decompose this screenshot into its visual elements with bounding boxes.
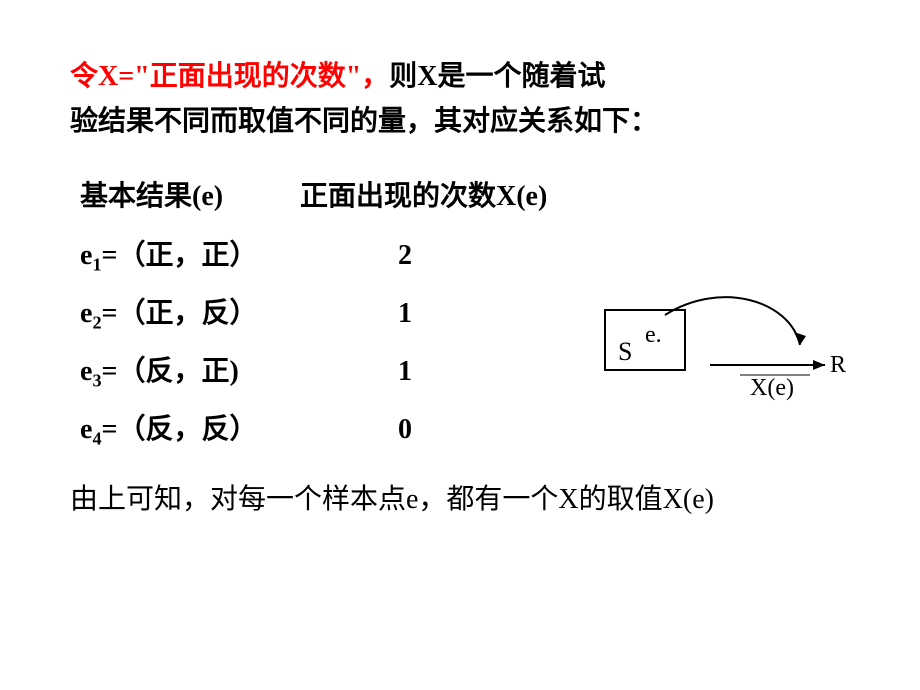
- intro-black-2: 验结果不同而取值不同的量，其对应关系如下：: [70, 106, 658, 137]
- row-value: 2: [330, 234, 480, 279]
- intro-text: 令X="正面出现的次数"，则X是一个随着试 验结果不同而取值不同的量，其对应关系…: [70, 55, 850, 145]
- row-label: e2=（正，反）: [80, 292, 330, 338]
- label-xe: X(e): [750, 375, 794, 401]
- mapping-diagram: S e. R X(e): [600, 290, 850, 430]
- label-r: R: [830, 352, 846, 378]
- label-e: e.: [645, 322, 662, 348]
- header-basic-result: 基本结果(e): [80, 175, 300, 220]
- label-s: S: [618, 337, 632, 366]
- conclusion-text: 由上可知，对每一个样本点e，都有一个X的取值X(e): [70, 478, 850, 523]
- row-label: e3=（反，正): [80, 350, 330, 396]
- row-value: 1: [330, 292, 480, 337]
- row-value: 0: [330, 408, 480, 453]
- axis-arrowhead: [813, 360, 825, 370]
- row-label: e1=（正，正）: [80, 234, 330, 280]
- header-heads-count: 正面出现的次数X(e): [300, 175, 600, 220]
- arc-arrowhead: [794, 332, 806, 345]
- row-label: e4=（反，反）: [80, 408, 330, 454]
- row-value: 1: [330, 350, 480, 395]
- intro-black-1: 则X是一个随着试: [389, 61, 605, 92]
- table-row: e1=（正，正） 2: [80, 234, 850, 280]
- intro-red: 令X="正面出现的次数"，: [70, 61, 389, 92]
